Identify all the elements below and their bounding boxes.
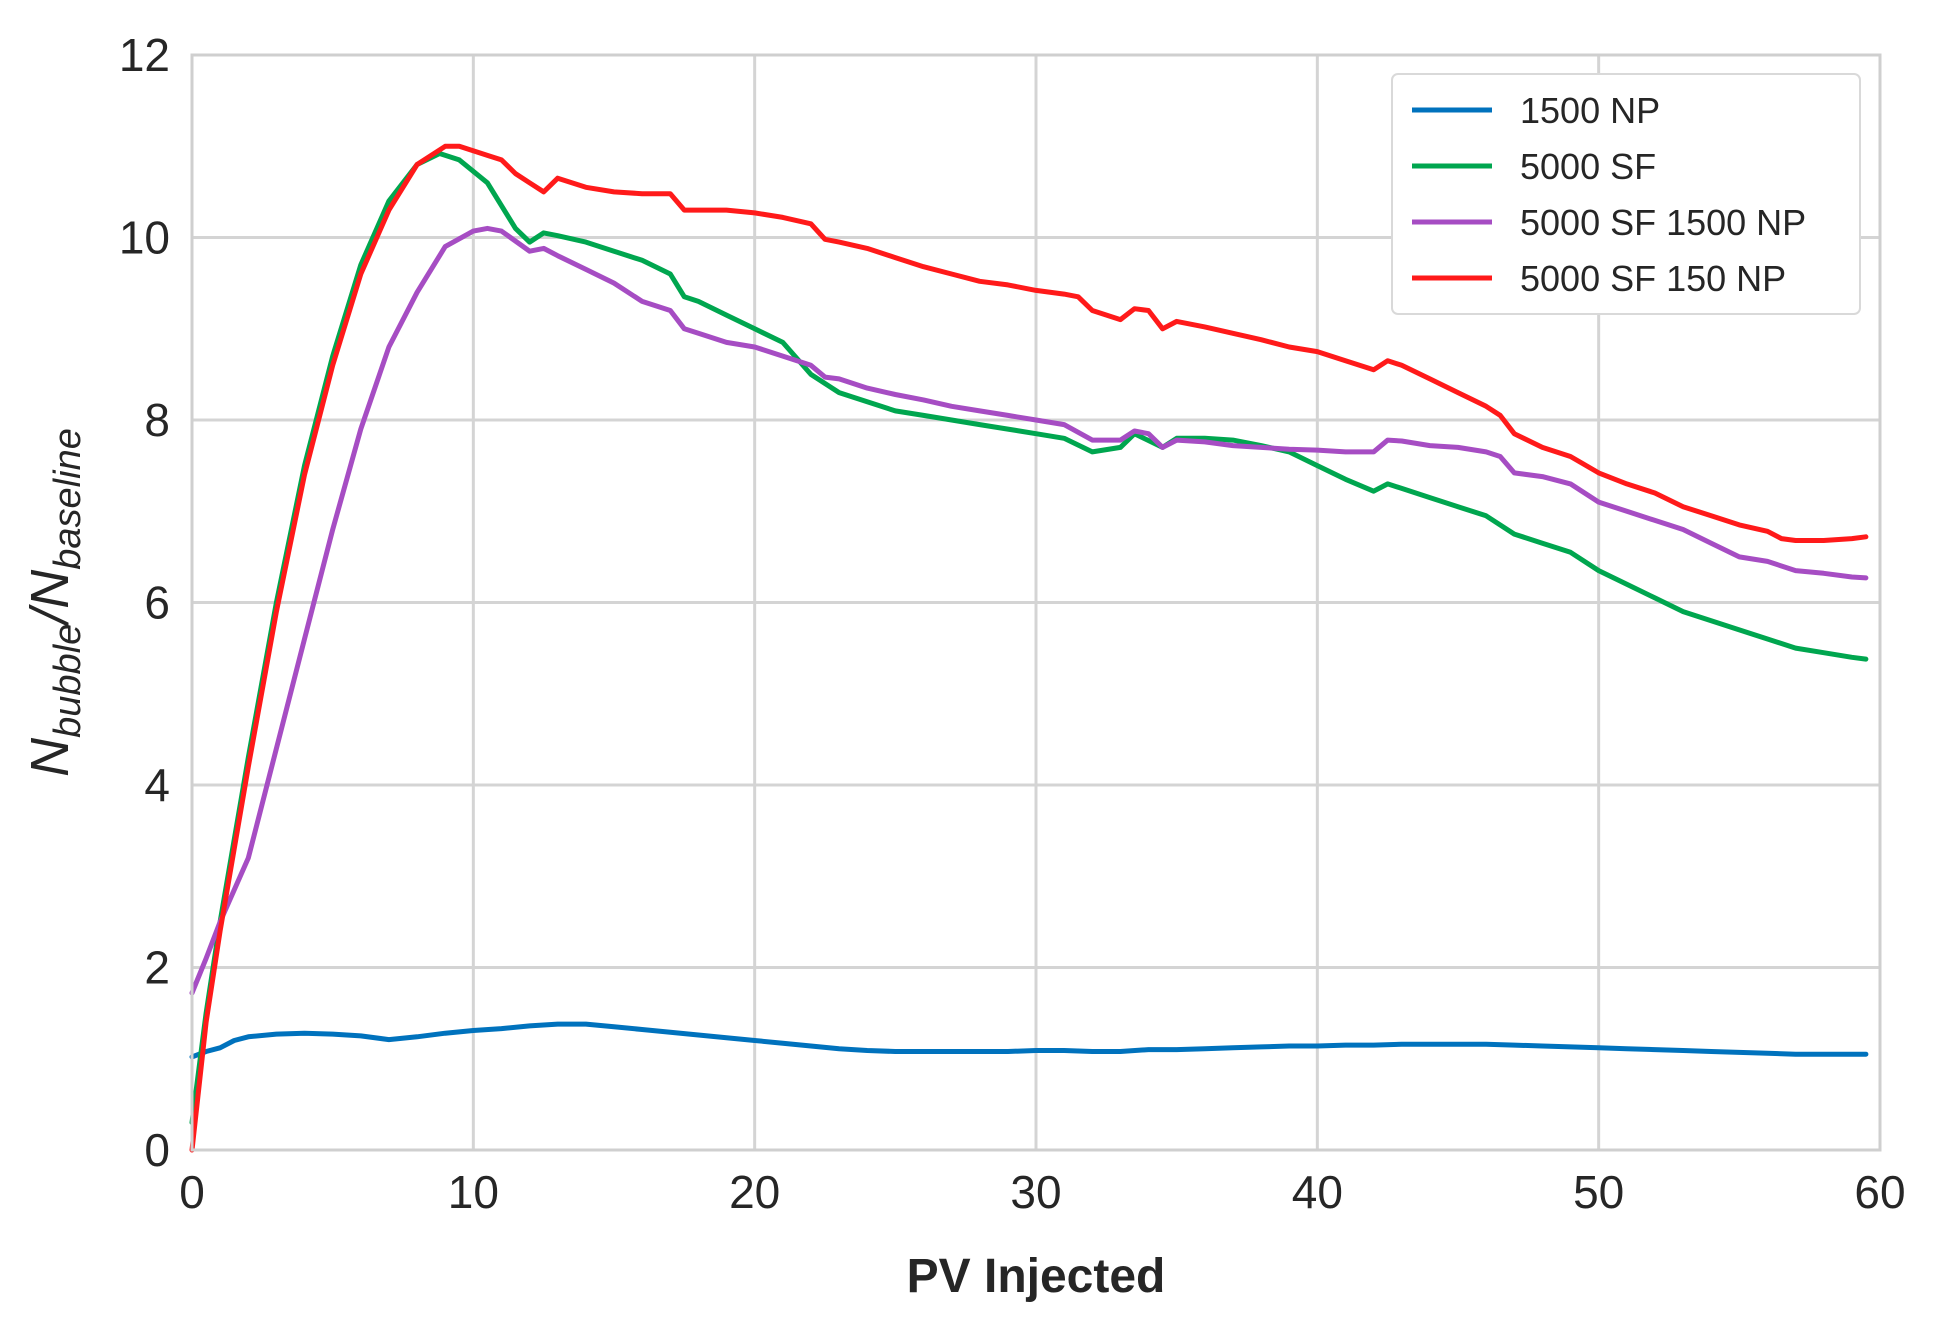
x-tick-label: 10 — [448, 1166, 499, 1218]
legend-label-4: 5000 SF 150 NP — [1520, 258, 1786, 299]
series-line-3 — [189, 225, 1869, 996]
series-line-1 — [189, 1021, 1869, 1060]
x-tick-label: 50 — [1573, 1166, 1624, 1218]
x-tick-label: 20 — [729, 1166, 780, 1218]
y-tick-label: 2 — [144, 942, 170, 994]
y-tick-label: 8 — [144, 394, 170, 446]
x-tick-label: 40 — [1292, 1166, 1343, 1218]
legend-label-3: 5000 SF 1500 NP — [1520, 202, 1806, 243]
x-tick-label: 30 — [1010, 1166, 1061, 1218]
y-label-sep: /N — [20, 569, 80, 628]
x-axis-label: PV Injected — [907, 1250, 1166, 1303]
plot-frame — [190, 53, 1882, 1152]
x-tick-labels: 0 10 20 30 40 50 60 — [179, 1166, 1905, 1218]
y-tick-labels: 0 2 4 6 8 10 12 — [119, 29, 170, 1176]
series-line-4 — [189, 143, 1869, 1153]
y-label-sub1: bubble — [47, 624, 89, 738]
y-tick-label: 6 — [144, 577, 170, 629]
y-axis-label: Nbubble/Nbaseline — [20, 428, 89, 777]
series-lines — [189, 143, 1869, 1153]
series-line-2 — [189, 151, 1869, 1126]
y-tick-label: 10 — [119, 212, 170, 264]
y-label-sub2: baseline — [47, 428, 89, 570]
x-tick-label: 60 — [1854, 1166, 1905, 1218]
y-tick-label: 12 — [119, 29, 170, 81]
legend-label-1: 1500 NP — [1520, 90, 1660, 131]
y-tick-label: 0 — [144, 1124, 170, 1176]
x-tick-label: 0 — [179, 1166, 205, 1218]
y-label-n1: N — [20, 737, 80, 777]
legend-box — [1391, 73, 1861, 315]
y-tick-label: 4 — [144, 759, 170, 811]
legend-label-2: 5000 SF — [1520, 146, 1656, 187]
legend: 1500 NP 5000 SF 5000 SF 1500 NP 5000 SF 150… — [1391, 73, 1861, 315]
